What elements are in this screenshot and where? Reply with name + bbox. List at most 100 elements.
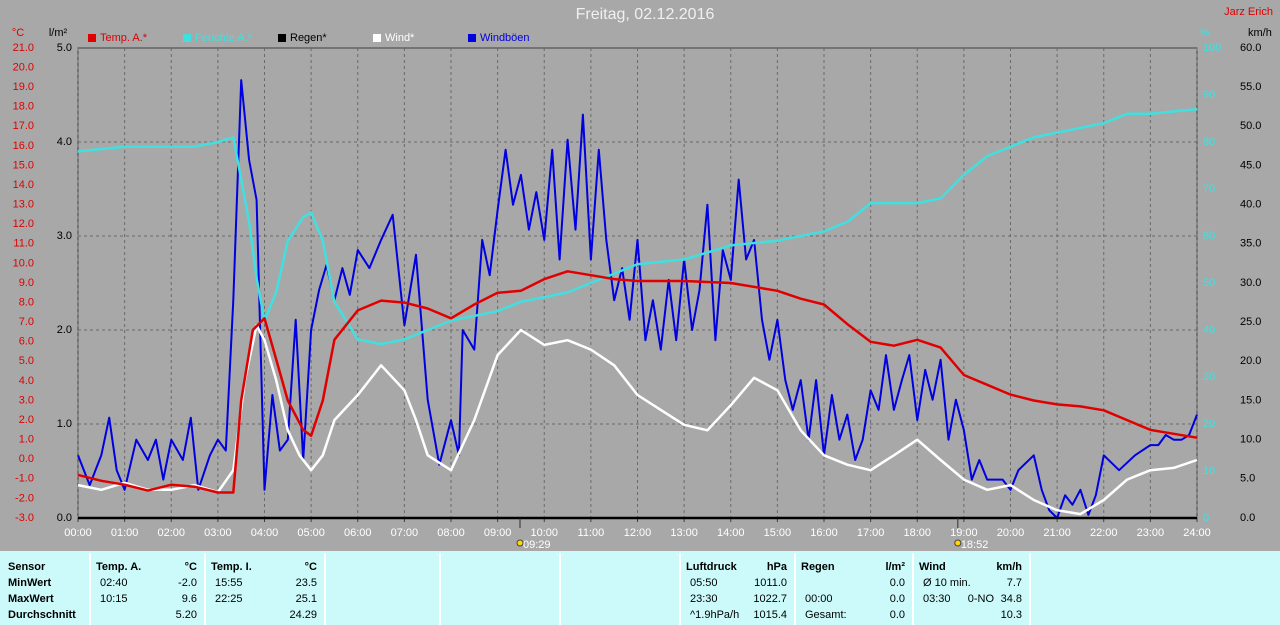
x-tick-label: 20:00 — [997, 527, 1025, 539]
y-tick-label: -3.0 — [15, 512, 34, 524]
x-tick-label: 14:00 — [717, 527, 745, 539]
cell-label: Ø 10 min. — [923, 577, 971, 589]
group-unit: °C — [305, 561, 317, 573]
y-tick-label: 30 — [1203, 371, 1215, 383]
y-tick-label: 30.0 — [1240, 277, 1261, 289]
sun-icon — [516, 539, 524, 547]
y-tick-label: 0.0 — [1240, 512, 1255, 524]
y-tick-label: 8.0 — [19, 296, 34, 308]
cell-value: 25.1 — [296, 593, 317, 605]
group-name: Temp. A. — [96, 561, 141, 573]
legend-label: Temp. A.* — [100, 32, 148, 44]
y-tick-label: -2.0 — [15, 492, 34, 504]
axis-title: km/h — [1248, 27, 1272, 39]
y-tick-label: 11.0 — [13, 238, 34, 250]
x-tick-label: 21:00 — [1043, 527, 1071, 539]
y-tick-label: 4.0 — [19, 375, 34, 387]
y-tick-label: 15.0 — [1240, 394, 1261, 406]
cell-value: 1011.0 — [754, 577, 787, 589]
y-tick-label: 25.0 — [1240, 316, 1261, 328]
author: Jarz Erich — [1224, 6, 1273, 18]
cell-value: 23.5 — [296, 577, 317, 589]
y-tick-label: 100 — [1203, 42, 1221, 54]
y-tick-label: 4.0 — [57, 136, 72, 148]
legend-label: Feuchte A.* — [195, 32, 253, 44]
x-tick-label: 07:00 — [391, 527, 419, 539]
y-tick-label: 5.0 — [1240, 473, 1255, 485]
group-unit: °C — [185, 561, 197, 573]
y-tick-label: 9.0 — [19, 277, 34, 289]
y-tick-label: 50 — [1203, 277, 1215, 289]
x-tick-label: 18:00 — [903, 527, 931, 539]
group-unit: l/m² — [885, 561, 905, 573]
cell-value: 0.0 — [890, 609, 905, 621]
x-tick-label: 05:00 — [297, 527, 325, 539]
y-tick-label: 80 — [1203, 136, 1215, 148]
x-tick-label: 03:00 — [204, 527, 232, 539]
y-tick-label: 20.0 — [13, 61, 34, 73]
y-tick-label: 2.0 — [57, 324, 72, 336]
y-tick-label: 13.0 — [13, 199, 34, 211]
x-tick-label: 12:00 — [624, 527, 652, 539]
y-tick-label: 1.0 — [57, 418, 72, 430]
series-line — [77, 79, 1198, 519]
y-tick-label: 45.0 — [1240, 159, 1261, 171]
cell-label: 03:30 — [923, 593, 951, 605]
x-tick-label: 08:00 — [437, 527, 465, 539]
legend-label: Regen* — [290, 32, 327, 44]
x-tick-label: 01:00 — [111, 527, 139, 539]
cell-label: 00:00 — [805, 593, 833, 605]
stats-table: Sensor MinWert MaxWert Durchschnitt Temp. A.… — [8, 553, 1031, 625]
x-tick-label: 17:00 — [857, 527, 885, 539]
chart-title: Freitag, 02.12.2016 — [576, 6, 715, 23]
y-tick-label: 55.0 — [1240, 81, 1261, 93]
y-tick-label: 50.0 — [1240, 120, 1261, 132]
sun-time: 18:52 — [961, 539, 989, 551]
x-tick-label: 15:00 — [764, 527, 792, 539]
cell-label: 22:25 — [215, 593, 243, 605]
legend-swatch — [468, 34, 476, 42]
cell-value: 7.7 — [1007, 577, 1022, 589]
cell-label: 10:15 — [100, 593, 128, 605]
y-tick-label: 90 — [1203, 89, 1215, 101]
cell-value: 0.0 — [890, 593, 905, 605]
row-label: Durchschnitt — [8, 609, 76, 621]
y-tick-label: 40 — [1203, 324, 1215, 336]
cell-label: 05:50 — [690, 577, 718, 589]
group-name: Regen — [801, 561, 835, 573]
x-tick-label: 06:00 — [344, 527, 372, 539]
cell-value: 10.3 — [1001, 609, 1022, 621]
y-tick-label: 10.0 — [1240, 434, 1261, 446]
y-tick-label: 6.0 — [19, 336, 34, 348]
x-tick-label: 09:00 — [484, 527, 512, 539]
legend-swatch — [183, 34, 191, 42]
y-tick-label: 0.0 — [57, 512, 72, 524]
y-tick-label: 70 — [1203, 183, 1215, 195]
x-tick-label: 11:00 — [578, 527, 605, 539]
y-tick-label: 60.0 — [1240, 42, 1261, 54]
cell-label: 23:30 — [690, 593, 718, 605]
x-tick-label: 13:00 — [670, 527, 698, 539]
y-tick-label: -1.0 — [15, 473, 34, 485]
group-name: Luftdruck — [686, 561, 738, 573]
cell-value: 9.6 — [182, 593, 197, 605]
y-tick-label: 20.0 — [1240, 355, 1261, 367]
y-tick-label: 40.0 — [1240, 199, 1261, 211]
y-tick-label: 12.0 — [13, 218, 34, 230]
y-tick-label: 5.0 — [57, 42, 72, 54]
y-tick-label: 7.0 — [19, 316, 34, 328]
x-tick-label: 16:00 — [810, 527, 838, 539]
cell-extra: 0-NO — [968, 593, 995, 605]
x-tick-label: 19:00 — [950, 527, 978, 539]
y-tick-label: 17.0 — [13, 120, 34, 132]
cell-value: 1015.4 — [753, 609, 787, 621]
y-tick-label: 0.0 — [19, 453, 34, 465]
legend-swatch — [278, 34, 286, 42]
y-tick-label: 19.0 — [13, 81, 34, 93]
y-tick-label: 3.0 — [57, 230, 72, 242]
y-tick-label: 1.0 — [19, 434, 34, 446]
y-tick-label: 21.0 — [13, 42, 34, 54]
y-tick-label: 3.0 — [19, 394, 34, 406]
